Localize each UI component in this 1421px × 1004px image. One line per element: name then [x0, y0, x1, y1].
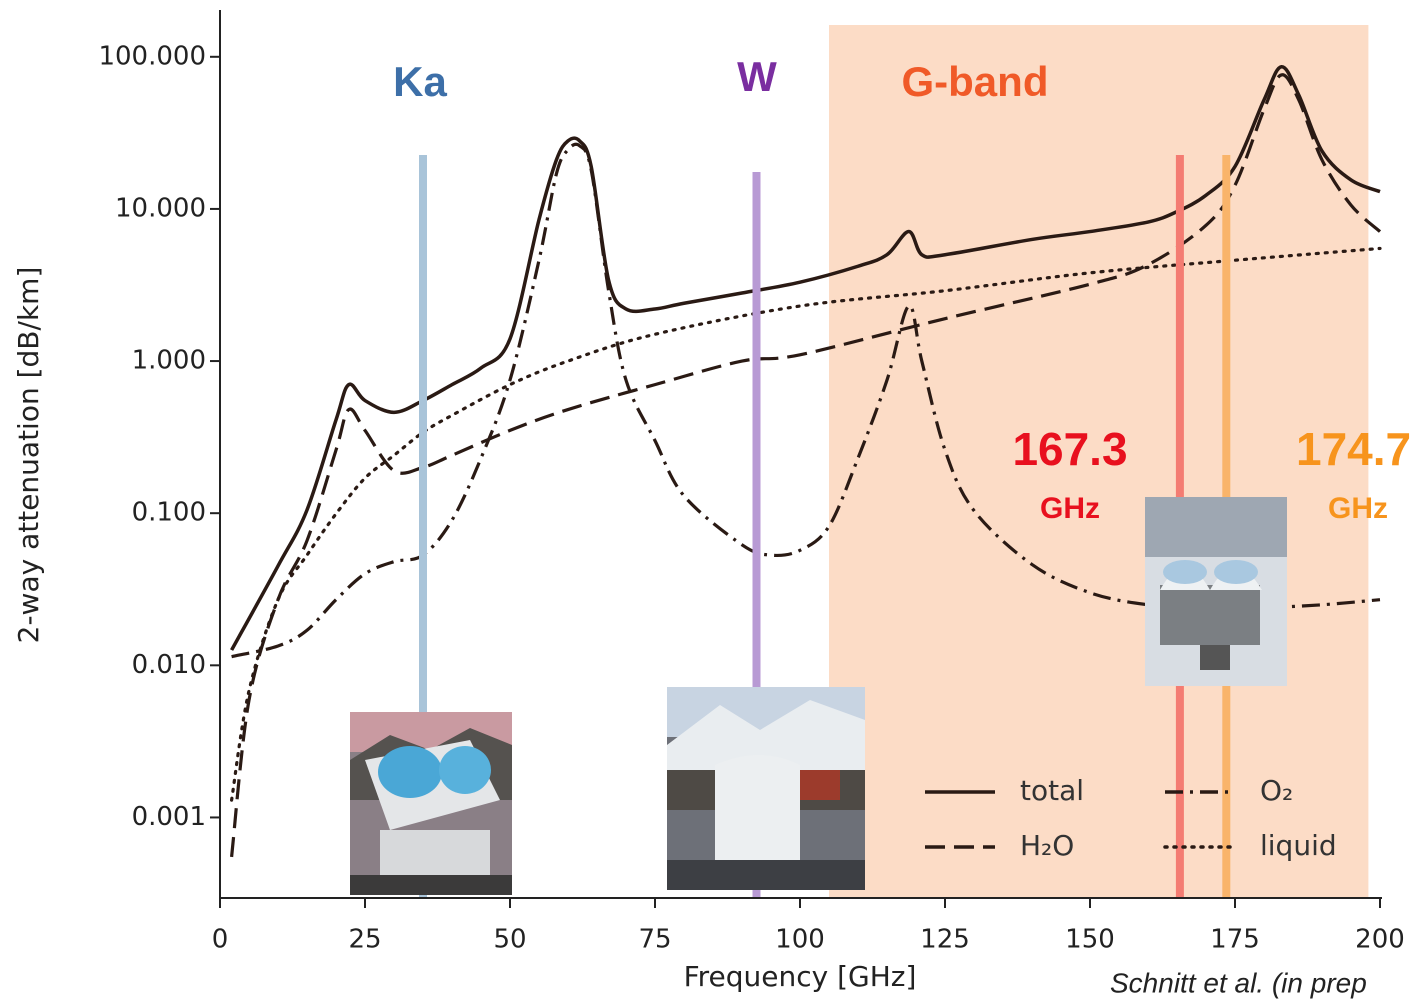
annotation: GHz [1328, 492, 1388, 525]
x-tick-label: 0 [212, 925, 229, 955]
photos [350, 497, 1287, 895]
x-tick-label: 50 [493, 925, 526, 955]
annotation: W [737, 53, 777, 100]
legend-label: liquid [1260, 829, 1337, 862]
annotation: G-band [902, 58, 1049, 105]
photo-w [667, 687, 865, 890]
annotation: 167.3 [1012, 423, 1127, 475]
legend-label: total [1020, 774, 1084, 807]
y-tick-label: 100.000 [98, 41, 206, 71]
x-tick-label: 150 [1065, 925, 1115, 955]
series-line [230, 73, 1382, 858]
shaded-region [829, 25, 1369, 898]
y-tick-label: 0.100 [132, 498, 206, 528]
y-axis-label: 2-way attenuation [dB/km] [12, 267, 45, 644]
series-line [231, 142, 1381, 659]
x-axis-label: Frequency [GHz] [684, 960, 917, 993]
legend-label: H₂O [1020, 829, 1074, 862]
x-tick-label: 25 [348, 925, 381, 955]
photo-g [1145, 497, 1287, 686]
annotation: 174.7 [1296, 423, 1411, 475]
series-line [230, 65, 1381, 651]
x-tick-label: 75 [638, 925, 671, 955]
annotation: GHz [1040, 492, 1100, 525]
x-tick-label: 125 [920, 925, 970, 955]
x-tick-label: 175 [1210, 925, 1260, 955]
legend-label: O₂ [1260, 774, 1293, 807]
series-line [230, 246, 1382, 802]
photo-ka [350, 712, 512, 895]
y-tick-label: 0.001 [132, 802, 206, 832]
x-tick-label: 100 [775, 925, 825, 955]
x-tick-label: 200 [1355, 925, 1405, 955]
y-tick-label: 0.010 [132, 650, 206, 680]
y-tick-label: 10.000 [115, 193, 206, 223]
y-tick-label: 1.000 [132, 346, 206, 376]
annotation: Ka [393, 58, 447, 105]
credit: Schnitt et al. (in prep [1110, 967, 1367, 998]
